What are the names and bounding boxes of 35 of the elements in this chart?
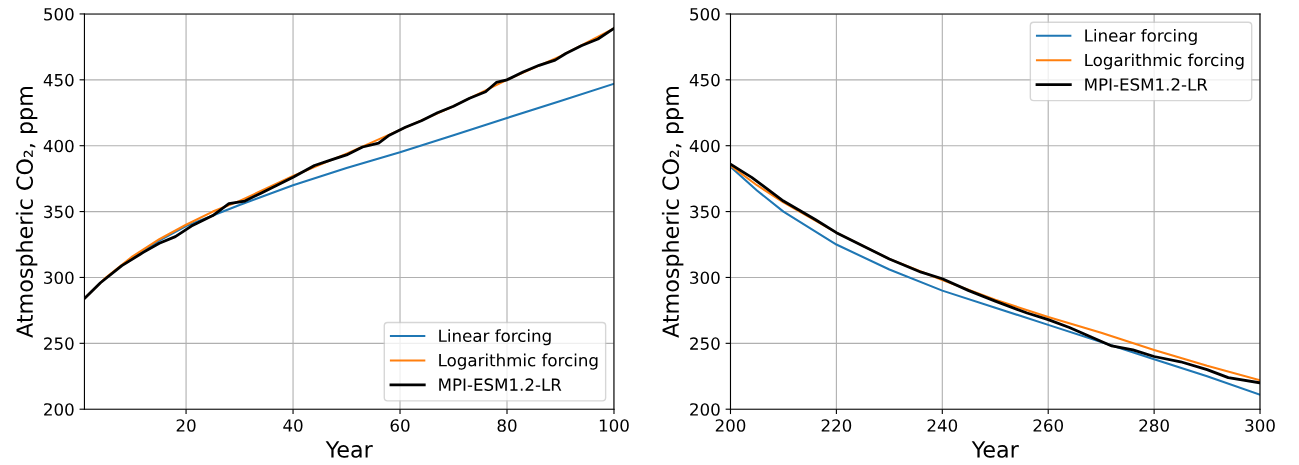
x-tick-label: 280 [1139,419,1169,432]
x-tick-label: 80 [497,419,517,432]
y-tick-label: 350 [690,205,720,219]
y-tick-label: 300 [690,271,720,285]
y-tick-label: 450 [689,73,720,87]
legend-label: Linear forcing [1085,28,1197,46]
y-tick-label: 250 [690,337,720,350]
x-tick-label: 60 [390,419,410,432]
x-axis-title: Year [971,441,1019,458]
y-tick-label: 250 [44,337,74,350]
y-tick-label: 450 [43,73,74,87]
y-tick-label: 200 [44,403,74,416]
legend-label: Linear forcing [439,329,551,346]
x-tick-label: 20 [176,419,196,432]
x-tick-label: 300 [1245,419,1275,432]
x-tick-label: 40 [283,419,303,432]
legend-label: Logarithmic forcing [1085,53,1244,70]
y-tick-label: 400 [689,139,720,153]
legend-label: MPI-ESM1.2-LR [439,378,562,391]
legend-label: Logarithmic forcing [439,353,598,370]
x-tick-label: 260 [1033,419,1064,432]
y-axis-title: Atmospheric CO₂, ppm [15,87,38,338]
y-axis-title: Atmospheric CO₂, ppm [661,87,684,338]
y-tick-label: 350 [44,205,74,219]
x-tick-label: 220 [821,419,852,432]
y-tick-label: 300 [44,271,74,285]
legend-label: MPI-ESM1.2-LR [1085,78,1208,91]
y-tick-label: 400 [43,139,74,153]
y-tick-label: 200 [690,403,720,416]
x-tick-label: 100 [599,419,629,432]
x-tick-label: 240 [927,419,958,432]
x-axis-title: Year [325,441,373,458]
x-tick-label: 200 [715,419,746,432]
y-tick-label: 500 [690,7,720,21]
y-tick-label: 500 [44,7,74,21]
